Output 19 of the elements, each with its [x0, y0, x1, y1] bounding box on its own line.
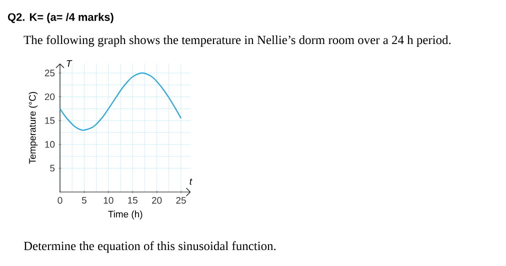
x-tick-label: 25 [176, 197, 186, 204]
y-axis-title: Temperature (°C) [28, 92, 38, 164]
text: The following graph shows the temperature in Nellie’s dorm room over a 24 h period. [24, 35, 451, 47]
x-tick-label: 15 [128, 197, 138, 204]
line-series [59, 72, 182, 131]
y-tick-label: 25 [44, 70, 55, 76]
y-tick-label: 15 [45, 117, 55, 124]
x-tick-label: 10 [104, 197, 114, 204]
x-tick-label: 5 [82, 197, 86, 204]
annotation: T [66, 60, 72, 67]
x-axis-title: Time (h) [108, 210, 142, 220]
y-tick-label: 5 [50, 164, 55, 172]
chart-title: Q2. K= (a= /4 marks) [8, 12, 114, 24]
text: Determine the equation of this sinusoidal function. [24, 241, 276, 253]
x-tick-label: 0 [58, 197, 62, 204]
y-tick-label: 20 [44, 93, 55, 100]
y-tick-label: 10 [45, 141, 55, 148]
x-tick-label: 20 [152, 197, 162, 204]
annotation: t [190, 178, 192, 185]
